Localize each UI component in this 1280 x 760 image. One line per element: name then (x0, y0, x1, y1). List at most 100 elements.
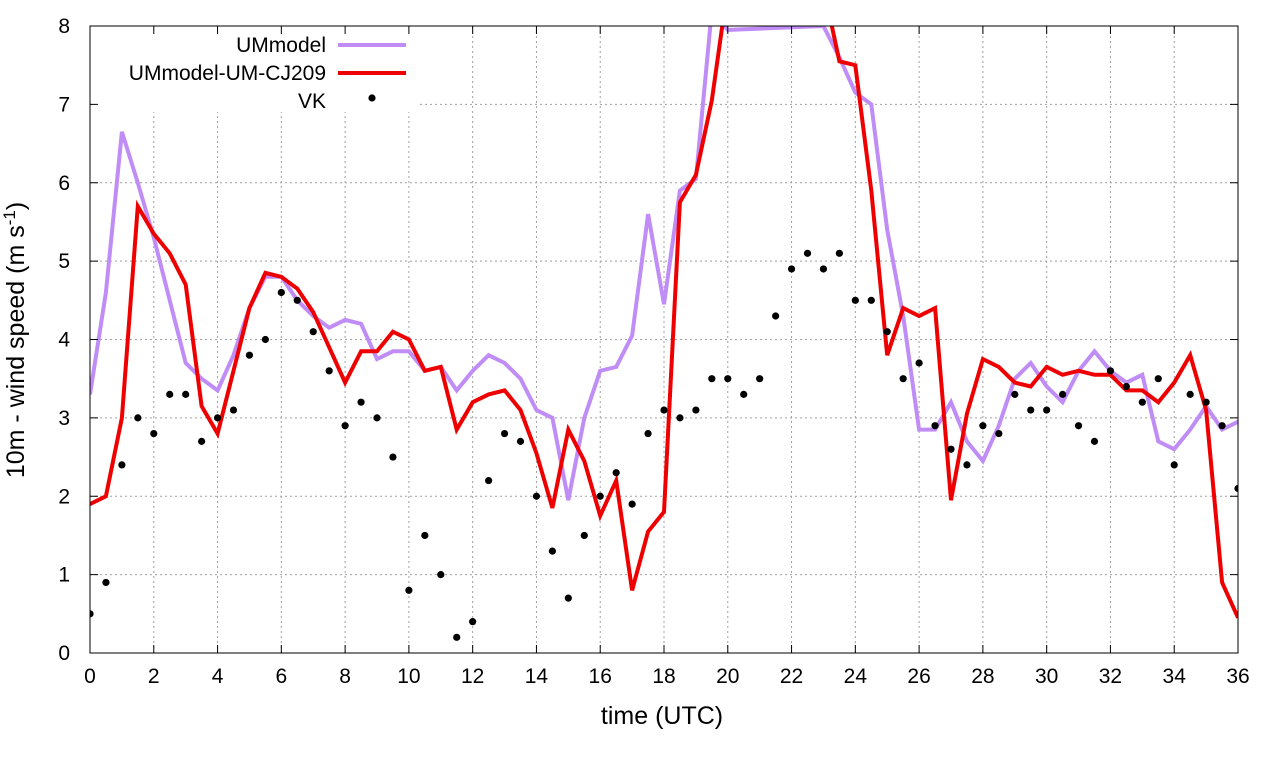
data-point-vk (1027, 406, 1035, 414)
data-point-vk (628, 500, 636, 508)
data-point-vk (564, 594, 572, 602)
data-point-vk (421, 531, 429, 540)
x-tick-label: 28 (971, 665, 994, 688)
y-axis-title-close: ) (2, 202, 30, 210)
data-point-vk (357, 398, 365, 406)
data-point-vk (708, 375, 716, 383)
y-tick-label: 7 (58, 93, 70, 116)
y-tick-label: 8 (58, 15, 70, 38)
x-tick-label: 0 (84, 665, 96, 688)
data-point-vk (660, 406, 668, 414)
data-point-vk (1106, 367, 1115, 375)
axis-ticks: 0 2 4 6 8 10 12 14 16 18 20 22 24 26 28 30 32 34 360123456… (58, 15, 1249, 688)
y-tick-label: 6 (58, 172, 70, 195)
data-point-vk (1218, 422, 1226, 430)
data-point-vk (596, 492, 604, 500)
data-point-vk (548, 547, 556, 555)
x-tick-label: 24 (844, 665, 868, 688)
data-point-vk (995, 429, 1003, 438)
data-point-vk (644, 429, 652, 438)
x-tick-label: 18 (652, 665, 675, 688)
data-point-vk (437, 571, 445, 579)
data-point-vk (134, 414, 142, 422)
data-point-vk (835, 249, 843, 257)
data-point-vk (485, 476, 493, 485)
data-point-vk (580, 531, 588, 540)
data-point-vk (883, 328, 891, 336)
data-point-vk (819, 265, 828, 273)
legend-background (92, 26, 418, 112)
data-point-vk (1090, 437, 1099, 445)
data-point-vk (1011, 390, 1019, 398)
data-point-vk (213, 414, 222, 422)
legend-label-ummodel: UMmodel (236, 34, 326, 57)
data-point-vk (915, 359, 923, 367)
x-tick-label: 6 (275, 665, 287, 688)
x-tick-label: 12 (461, 665, 484, 688)
data-point-vk (229, 406, 238, 414)
data-point-vk (245, 351, 254, 359)
data-point-vk (963, 461, 971, 469)
data-point-vk (261, 335, 269, 344)
data-point-vk (851, 296, 859, 304)
series-line-ummodel (90, 26, 1238, 501)
data-point-vk (1234, 484, 1238, 493)
y-tick-label: 3 (58, 407, 70, 430)
data-point-vk (947, 445, 955, 453)
data-point-vk (102, 578, 110, 587)
x-tick-label: 36 (1226, 665, 1249, 688)
y-axis-title: 10m - wind speed (m s-1) (0, 202, 30, 478)
data-point-vk (277, 288, 285, 297)
legend-swatch-vk (368, 94, 376, 102)
data-point-vk (166, 390, 174, 398)
x-tick-label: 32 (1099, 665, 1122, 688)
data-point-vk (469, 618, 477, 626)
data-point-vk (724, 375, 732, 383)
data-point-vk (612, 469, 620, 477)
y-tick-label: 5 (58, 250, 70, 273)
x-axis-title: time (UTC) (601, 702, 723, 730)
data-point-vk (118, 461, 126, 469)
data-point-vk (1170, 461, 1178, 469)
y-axis-title-main: 10m - wind speed (m s (2, 225, 30, 478)
x-tick-label: 10 (397, 665, 420, 688)
data-point-vk (293, 296, 301, 304)
x-tick-label: 2 (148, 665, 160, 688)
data-point-vk (803, 249, 812, 257)
data-point-vk (453, 633, 461, 641)
data-point-vk (931, 422, 939, 430)
data-point-vk (405, 586, 413, 594)
x-tick-label: 16 (589, 665, 612, 688)
data-point-vk (740, 390, 748, 398)
legend-label-ummodel-um-cj209: UMmodel-UM-CJ209 (129, 62, 326, 85)
data-point-vk (325, 367, 333, 375)
x-tick-label: 8 (339, 665, 351, 688)
data-point-vk (756, 375, 764, 383)
data-point-vk (1202, 398, 1210, 406)
plot-area (90, 26, 1238, 641)
data-point-vk (1186, 390, 1194, 398)
x-tick-label: 30 (1035, 665, 1058, 688)
y-tick-label: 0 (58, 642, 70, 665)
data-point-vk (979, 422, 987, 430)
y-tick-label: 2 (58, 485, 70, 508)
data-point-vk (899, 375, 907, 383)
data-point-vk (1138, 398, 1146, 406)
data-point-vk (341, 422, 349, 430)
data-point-vk (516, 437, 525, 445)
x-tick-label: 26 (907, 665, 930, 688)
data-point-vk (90, 610, 94, 618)
data-point-vk (500, 429, 509, 438)
data-point-vk (309, 328, 317, 336)
data-point-vk (787, 265, 796, 273)
legend: UMmodel UMmodel-UM-CJ209 VK (129, 34, 406, 113)
data-point-vk (772, 312, 780, 320)
data-point-vk (1043, 406, 1051, 414)
x-tick-label: 22 (780, 665, 803, 688)
data-point-vk (532, 492, 541, 500)
data-point-vk (1074, 422, 1083, 430)
x-tick-label: 20 (716, 665, 739, 688)
x-tick-label: 34 (1163, 665, 1187, 688)
data-point-vk (676, 414, 684, 422)
data-point-vk (692, 406, 700, 414)
